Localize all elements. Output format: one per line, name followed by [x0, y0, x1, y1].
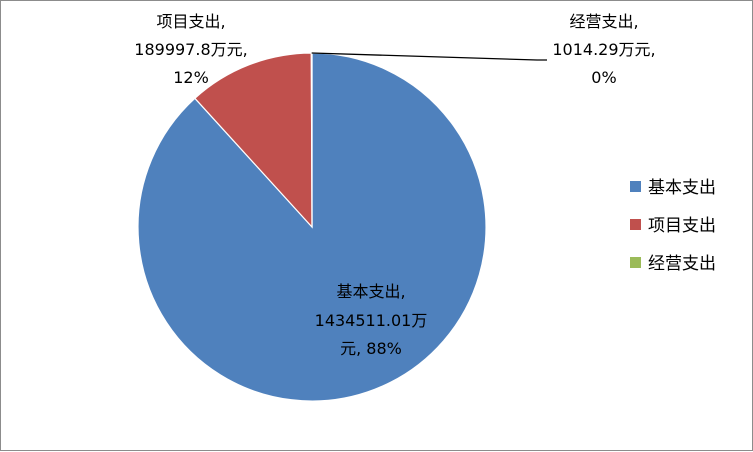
data-label-1-line-1: 基本支出,: [336, 282, 405, 301]
data-label-2-line-1: 项目支出,: [156, 12, 225, 31]
legend-label-1: 基本支出: [648, 178, 716, 198]
data-label-1-line-2: 1434511.01万: [315, 311, 428, 330]
legend-swatch-3: [630, 257, 641, 268]
legend-swatch-2: [630, 219, 641, 230]
legend-swatch-1: [630, 181, 641, 192]
pie-slice-3: [310, 52, 313, 228]
pie-slice-2: [194, 52, 313, 229]
data-label-2-line-2: 189997.8万元,: [134, 40, 247, 59]
data-label-1-line-3: 元, 88%: [340, 339, 402, 358]
legend-label-2: 项目支出: [648, 216, 716, 236]
legend-label-3: 经营支出: [648, 254, 716, 274]
data-label-3-line-3: 0%: [591, 68, 616, 87]
pie-slices: [137, 52, 487, 402]
data-label-3-line-1: 经营支出,: [569, 12, 638, 31]
data-label-3-line-2: 1014.29万元,: [552, 40, 655, 59]
leader-lines: [311, 52, 547, 61]
leader-line: [311, 52, 547, 61]
data-label-2-line-3: 12%: [173, 68, 209, 87]
